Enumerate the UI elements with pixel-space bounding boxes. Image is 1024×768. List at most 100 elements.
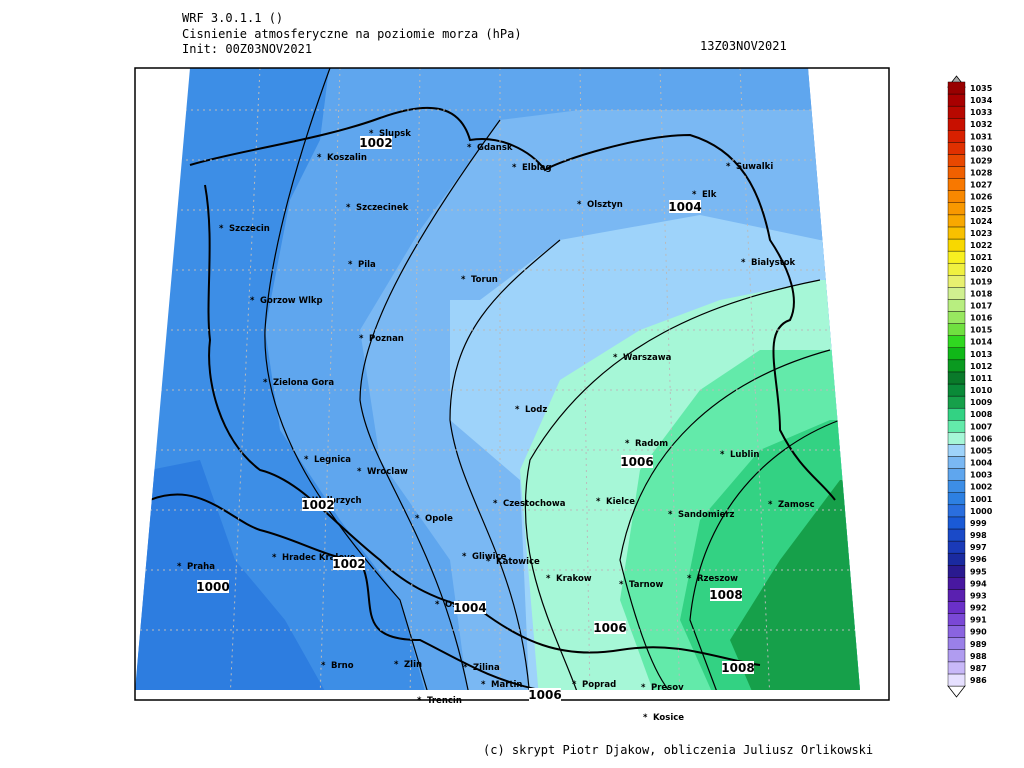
colorbar-box [947,673,966,687]
city-marker: * [219,224,224,234]
city-label: Torun [471,275,498,285]
city-label: Bialystok [751,258,796,268]
city-marker: * [741,258,746,268]
city-marker: * [357,467,362,477]
city-marker: * [359,334,364,344]
colorbar-label: 1008 [970,410,993,419]
city-marker: * [641,683,646,693]
colorbar-box [947,480,966,493]
city-label: Katowice [496,557,540,567]
colorbar-label: 988 [970,652,987,661]
city-marker: * [369,129,374,139]
pressure-field [135,68,860,690]
colorbar-label: 987 [970,664,987,673]
city-label: Presov [651,683,684,693]
model-name: WRF 3.0.1.1 () [182,11,283,25]
colorbar-box [947,299,966,312]
contour-label: 1006 [620,455,653,469]
colorbar-label: 993 [970,591,987,600]
city-marker: * [619,580,624,590]
contour-label-bg [669,200,701,213]
colorbar-label: 997 [970,543,987,552]
colorbar-box [947,492,966,506]
city-marker: * [572,680,577,690]
colorbar-label: 1001 [970,495,993,504]
city-marker: * [613,353,618,363]
city-label: Poznan [369,334,404,344]
colorbar-box [947,226,966,240]
colorbar-label: 992 [970,604,987,613]
city-marker: * [415,514,420,524]
city-marker: * [687,574,692,584]
colorbar-box [947,625,966,638]
colorbar-box [947,178,966,191]
city-marker: * [250,296,255,306]
colorbar-label: 1028 [970,169,993,178]
contour-label: 1000 [196,580,229,594]
colorbar-label: 1016 [970,314,993,323]
city-label: Elblag [522,163,552,173]
colorbar-label: 1010 [970,386,993,395]
city-label: Gorzow Wlkp [260,296,323,306]
valid-time: 13Z03NOV2021 [700,39,787,53]
colorbar-box [947,323,966,336]
city-marker: * [435,600,440,610]
colorbar-box [947,238,966,252]
city-marker: * [768,500,773,510]
colorbar-label: 1034 [970,96,993,105]
colorbar-box [947,118,966,131]
colorbar-label: 1015 [970,326,993,335]
colorbar-box [947,142,966,155]
colorbar-box [947,275,966,288]
city-marker: * [304,455,309,465]
colorbar-label: 1021 [970,253,993,262]
colorbar-box [947,516,966,530]
colorbar-box [947,311,966,324]
city-label: Koszalin [327,153,367,163]
city-marker: * [348,260,353,270]
colorbar-label: 1025 [970,205,993,214]
city-marker: * [394,660,399,670]
colorbar-label: 1033 [970,108,992,117]
colorbar-box [947,577,966,590]
colorbar-box [947,154,966,167]
colorbar-box [947,661,966,675]
colorbar-box [947,540,966,554]
colorbar-box [947,81,966,95]
contour-label: 1006 [528,688,561,702]
colorbar-box [947,262,966,276]
city-marker: * [596,497,601,507]
colorbar-label: 1031 [970,132,993,141]
colorbar-box [947,613,966,626]
contour-label: 1004 [453,601,486,615]
city-label: Lodz [525,405,547,415]
colorbar-label: 1007 [970,422,992,431]
contour-label-bg [710,588,742,601]
map-title: Cisnienie atmosferyczne na poziomie morz… [182,27,522,41]
city-marker: * [417,696,422,706]
city-label: Gdansk [477,143,513,153]
city-label: Pila [358,260,376,270]
colorbar-box [947,468,966,481]
colorbar-label: 1017 [970,301,992,310]
city-label: Rzeszow [697,574,738,584]
colorbar-box [947,649,966,663]
contour-label-bg [360,136,392,149]
city-marker: * [263,378,268,388]
city-marker: * [467,143,472,153]
city-label: Kielce [606,497,635,507]
city-label: Zamosc [778,500,815,510]
colorbar-label: 1027 [970,181,992,190]
colorbar-box [947,383,966,397]
city-marker: * [463,663,468,673]
city-label: Zlin [404,660,422,670]
colorbar-box [947,202,966,216]
contour-label: 1002 [301,498,334,512]
colorbar-label: 999 [970,519,987,528]
city-label: Legnica [314,455,351,465]
colorbar-label: 996 [970,555,987,564]
contour-label: 1002 [332,557,365,571]
city-label: Tarnow [629,580,664,590]
city-label: Suwalki [736,162,773,172]
city-marker: * [272,553,277,563]
